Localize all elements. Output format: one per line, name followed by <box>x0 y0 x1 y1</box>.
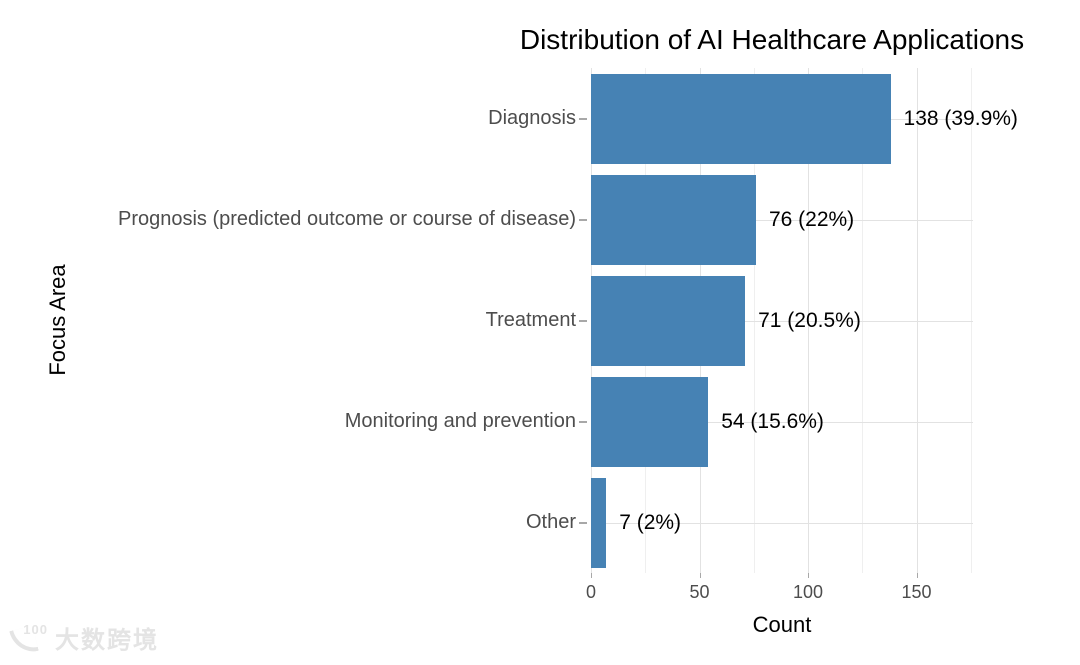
category-gridline <box>591 320 973 322</box>
x-tick-label: 150 <box>901 582 932 602</box>
bar-row: Diagnosis 138 (39.9%) <box>0 68 1080 169</box>
category-gridline <box>591 421 973 423</box>
x-tick-mark <box>699 573 701 578</box>
bar <box>591 174 756 265</box>
watermark-logo-number: 100 <box>23 621 48 637</box>
x-tick-label: 0 <box>585 582 597 602</box>
value-label: 71 (20.5%) <box>758 308 861 332</box>
bar <box>591 477 607 568</box>
watermark-brand-text: 大数跨境 <box>55 627 159 654</box>
bar-row: Prognosis (predicted outcome or course o… <box>0 169 1080 270</box>
bar <box>591 275 746 366</box>
x-tick-label: 100 <box>793 582 824 602</box>
category-label: Prognosis (predicted outcome or course o… <box>117 208 576 230</box>
watermark: 100 大数跨境 <box>9 620 159 657</box>
bar-row: Treatment 71 (20.5%) <box>0 270 1080 371</box>
category-gridline <box>591 522 973 524</box>
category-tick <box>579 420 587 423</box>
bar-row: Monitoring and prevention 54 (15.6%) <box>0 371 1080 472</box>
x-tick-mark <box>916 573 918 578</box>
category-tick <box>579 521 587 524</box>
bar <box>591 376 709 467</box>
category-label: Diagnosis <box>488 107 576 129</box>
category-label: Treatment <box>485 309 576 331</box>
category-tick <box>579 218 587 221</box>
category-tick <box>579 117 587 120</box>
category-label: Monitoring and prevention <box>344 410 576 432</box>
x-axis-title: Count <box>752 612 812 637</box>
value-label: 54 (15.6%) <box>721 409 824 433</box>
x-tick-label: 50 <box>689 582 710 602</box>
value-label: 7 (2%) <box>619 510 682 534</box>
bar-row: Other 7 (2%) <box>0 472 1080 573</box>
x-axis: 0 50 100 150 <box>0 573 1080 613</box>
x-tick-mark <box>591 573 592 578</box>
x-tick-mark <box>808 573 810 578</box>
bar <box>591 73 891 164</box>
chart-title: Distribution of AI Healthcare Applicatio… <box>519 24 1025 55</box>
value-label: 138 (39.9%) <box>903 106 1018 130</box>
watermark-logo-icon: 100 <box>9 621 48 657</box>
value-label: 76 (22%) <box>768 207 855 231</box>
category-label: Other <box>525 511 576 533</box>
category-tick <box>579 319 587 322</box>
bar-rows: Diagnosis 138 (39.9%) Prognosis (predicted… <box>0 68 1080 573</box>
category-gridline <box>591 219 973 221</box>
